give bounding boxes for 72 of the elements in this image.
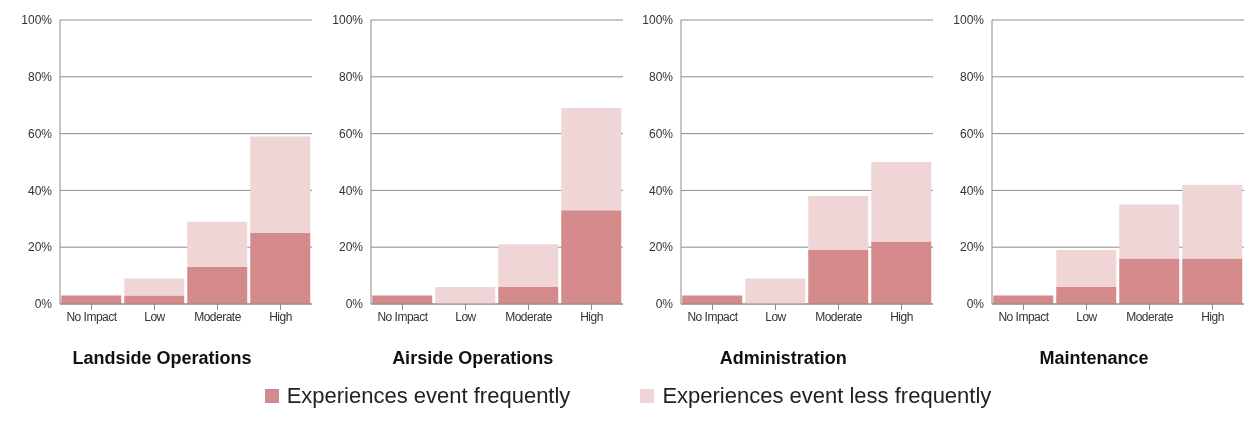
bar [871, 162, 932, 242]
y-tick-label: 0% [34, 297, 53, 312]
x-tick-label: No Impact [687, 309, 740, 324]
y-tick-label: 0% [345, 297, 363, 312]
y-tick-label: 0% [966, 297, 985, 312]
bar [124, 278, 185, 296]
y-tick-label: 60% [338, 126, 363, 141]
bar [560, 210, 621, 304]
text: Airside Operations [392, 348, 554, 369]
bar [187, 221, 248, 268]
x-tick-label: Low [144, 309, 166, 324]
bar [1056, 250, 1117, 287]
y-tick-label: 60% [959, 126, 985, 141]
y-tick-label: 20% [649, 240, 674, 255]
x-tick-label: High [1201, 309, 1224, 324]
y-tick-label: 60% [27, 126, 53, 141]
text: Administration [719, 348, 847, 369]
x-tick-label: Moderate [815, 309, 863, 324]
x-tick-label: Moderate [194, 309, 242, 324]
bar [1182, 184, 1243, 259]
bar [993, 295, 1054, 304]
x-tick-label: No Impact [66, 309, 118, 324]
bar [497, 286, 558, 304]
y-tick-label: 40% [338, 183, 363, 198]
bar [682, 295, 743, 304]
x-tick-label: High [269, 309, 292, 324]
y-tick-label: 80% [27, 70, 53, 85]
y-tick-label: 20% [338, 240, 363, 255]
y-tick-label: 80% [959, 70, 985, 85]
y-tick-label: 80% [338, 70, 363, 85]
bar [61, 295, 122, 304]
x-tick-label: Moderate [1126, 309, 1174, 324]
bar [1119, 204, 1180, 259]
bar [1119, 258, 1180, 304]
y-tick-label: 100% [953, 13, 985, 28]
bar [808, 250, 869, 304]
bar [187, 267, 248, 304]
y-tick-label: 0% [655, 297, 674, 312]
bar [560, 108, 621, 211]
y-tick-label: 40% [649, 183, 674, 198]
x-tick-label: No Impact [998, 309, 1050, 324]
bar [871, 241, 932, 304]
bar [371, 295, 432, 304]
x-tick-label: High [890, 309, 914, 324]
y-tick-label: 40% [959, 183, 985, 198]
legend-label: Experiences event less frequently [662, 383, 992, 409]
y-tick-label: 100% [21, 13, 53, 28]
y-tick-label: 20% [27, 240, 53, 255]
x-tick-label: Low [1076, 309, 1098, 324]
legend-label: Experiences event frequently [286, 383, 571, 409]
bar [1182, 258, 1243, 304]
x-tick-label: No Impact [377, 309, 429, 324]
bar [434, 286, 495, 304]
x-tick-label: Low [765, 309, 787, 324]
text: Landside Operations [72, 348, 252, 369]
y-tick-label: 80% [649, 70, 674, 85]
bar [745, 278, 806, 304]
y-tick-label: 60% [649, 126, 674, 141]
x-tick-label: High [579, 309, 603, 324]
y-tick-label: 100% [642, 13, 674, 28]
text: Maintenance [1039, 348, 1149, 369]
y-tick-label: 20% [959, 240, 985, 255]
bar [808, 196, 869, 251]
y-tick-label: 100% [331, 13, 363, 28]
bar [497, 244, 558, 287]
bar [250, 136, 311, 233]
y-tick-label: 40% [27, 183, 53, 198]
bar [1056, 286, 1117, 304]
x-tick-label: Low [454, 309, 477, 324]
bar [124, 295, 185, 304]
bar [250, 233, 311, 304]
x-tick-label: Moderate [504, 309, 553, 324]
